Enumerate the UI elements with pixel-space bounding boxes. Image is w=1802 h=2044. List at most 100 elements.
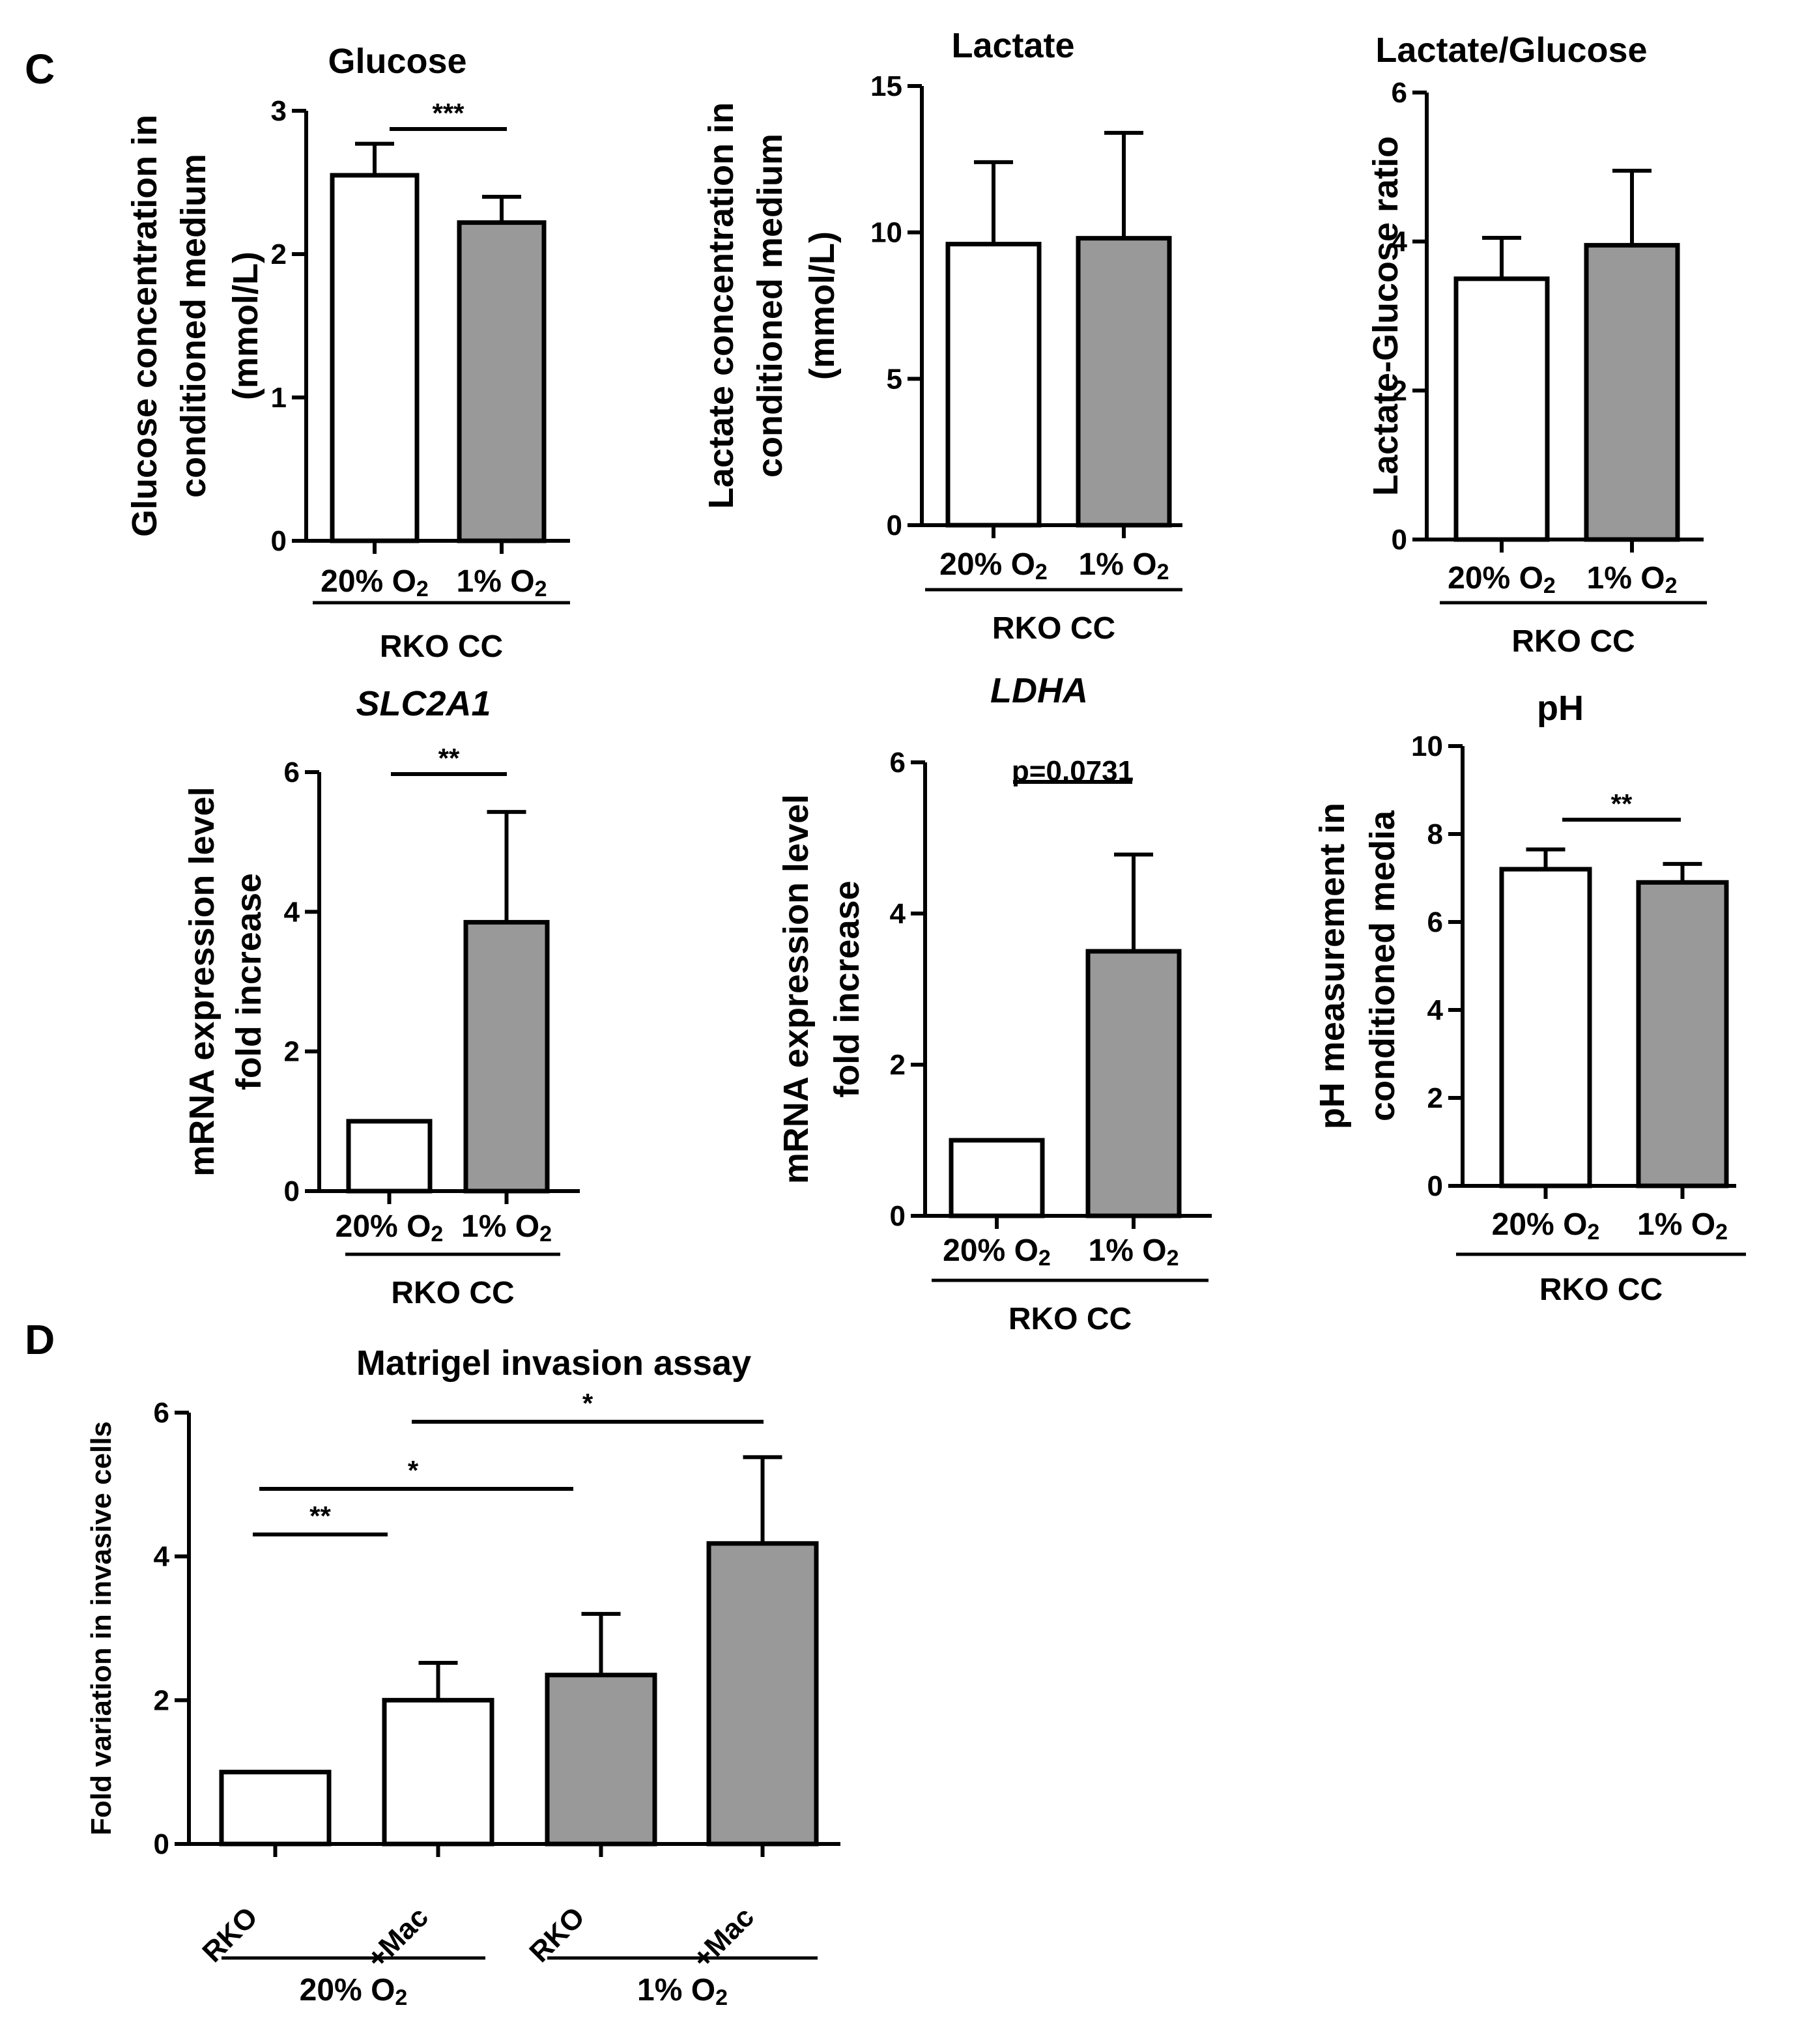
y-tick-label-slc2a1-1: 2	[284, 1036, 300, 1068]
chart-ratio: Lactate/Glucose 0 2 4 6 Lactate-Glucose ratio…	[1366, 31, 1707, 659]
y-tick-label-matrigel-2: 4	[154, 1541, 170, 1573]
chart-lactate: Lactate 0 5 10 15 Lactate concentration in con…	[702, 26, 1182, 646]
y-tick-label-ph-5: 10	[1411, 730, 1443, 762]
chart-ldha: LDHA 0 2 4 6 mRNA expression level fold increa…	[777, 671, 1212, 1336]
x-tick-label-ratio-0: 20% O2	[1448, 561, 1556, 598]
chart-title-matrigel: Matrigel invasion assay	[356, 1344, 751, 1383]
chart-title-ratio: Lactate/Glucose	[1375, 31, 1647, 70]
chart-title-slc2a1: SLC2A1	[356, 684, 491, 723]
bar-matrigel-1	[382, 1697, 494, 1847]
chart-title-ldha: LDHA	[990, 671, 1088, 710]
group-label-lactate: RKO CC	[992, 611, 1115, 646]
y-tick-label-glucose-3: 3	[271, 95, 287, 127]
x-tick-label-slc2a1-0: 20% O2	[336, 1209, 444, 1246]
y-label-glucose-1: conditioned medium	[174, 154, 213, 498]
y-tick-label-ratio-3: 6	[1392, 77, 1407, 109]
sig-label-ldha-0: p=0.0731	[1012, 755, 1134, 787]
x-tick-label-lactate-0: 20% O2	[939, 547, 1048, 584]
group-label-ph: RKO CC	[1539, 1273, 1663, 1307]
y-tick-label-ph-2: 4	[1427, 994, 1444, 1026]
y-tick-label-ratio-2: 4	[1392, 226, 1408, 258]
y-tick-label-lactate-1: 5	[887, 363, 902, 395]
chart-slc2a1: SLC2A1 0 2 4 6 mRNA expression level fold incr…	[182, 684, 580, 1310]
sig-label-slc2a1-0: **	[438, 743, 460, 773]
y-tick-label-ph-1: 2	[1427, 1082, 1443, 1114]
x-tick-label-ldha-1: 1% O2	[1089, 1233, 1179, 1271]
sig-label-matrigel-0: **	[309, 1501, 331, 1531]
x-tick-label-ldha-0: 20% O2	[943, 1233, 1051, 1271]
y-tick-label-lactate-2: 10	[870, 217, 902, 249]
group-label-ratio: RKO CC	[1511, 624, 1635, 659]
panel-label-d: D	[25, 1316, 55, 1363]
y-tick-label-matrigel-3: 6	[154, 1397, 169, 1429]
bar-ph-0	[1499, 867, 1592, 1188]
x-tick-label-ph-1: 1% O2	[1637, 1207, 1728, 1245]
group-label-ldha: RKO CC	[1008, 1302, 1132, 1336]
bar-ph-1	[1636, 880, 1729, 1188]
group-label-matrigel-0: 20% O2	[300, 1973, 408, 2010]
bar-slc2a1-1	[463, 919, 550, 1194]
y-tick-label-glucose-1: 1	[271, 382, 287, 414]
bar-ldha-0	[949, 1138, 1045, 1218]
chart-glucose: Glucose 0 1 2 3 Glucose concentration in condi…	[125, 42, 570, 664]
x-tick-label-matrigel-1: +Mac	[361, 1901, 435, 1974]
bar-slc2a1-0	[346, 1119, 433, 1194]
y-tick-label-ldha-2: 4	[890, 898, 906, 930]
y-tick-label-slc2a1-3: 6	[284, 756, 300, 788]
group-label-matrigel-1: 1% O2	[637, 1973, 728, 2010]
y-tick-label-ldha-0: 0	[890, 1200, 906, 1232]
y-tick-label-glucose-0: 0	[271, 525, 287, 557]
chart-title-ph: pH	[1537, 689, 1584, 728]
group-label-glucose: RKO CC	[380, 629, 503, 664]
y-tick-label-ldha-1: 2	[890, 1049, 906, 1081]
y-tick-label-lactate-3: 15	[870, 70, 902, 102]
x-tick-label-ph-0: 20% O2	[1492, 1207, 1600, 1245]
y-label-ph-0: pH measurement in	[1313, 803, 1352, 1129]
y-label-ratio-0: Lactate-Glucose ratio	[1366, 136, 1405, 496]
x-tick-label-lactate-1: 1% O2	[1079, 547, 1169, 584]
y-tick-label-ph-0: 0	[1427, 1170, 1443, 1202]
bar-matrigel-3	[706, 1541, 819, 1847]
y-label-ph-1: conditioned media	[1363, 810, 1402, 1121]
sig-label-matrigel-2: *	[582, 1388, 594, 1418]
y-tick-label-ratio-1: 2	[1392, 375, 1407, 407]
x-tick-label-ratio-1: 1% O2	[1587, 561, 1678, 598]
x-tick-label-glucose-1: 1% O2	[457, 564, 547, 601]
y-label-lactate-0: Lactate concentration in	[702, 102, 741, 509]
y-label-lactate-1: conditioned medium	[751, 134, 790, 478]
bar-ratio-1	[1584, 242, 1680, 542]
y-label-slc2a1-1: fold increase	[229, 873, 268, 1090]
y-tick-label-matrigel-1: 2	[154, 1684, 169, 1716]
y-tick-label-ph-3: 6	[1427, 906, 1443, 938]
y-tick-label-slc2a1-0: 0	[284, 1175, 300, 1207]
y-label-ldha-1: fold increase	[827, 880, 866, 1097]
y-label-glucose-0: Glucose concentration in	[125, 115, 164, 537]
bar-ldha-1	[1085, 949, 1182, 1218]
y-label-matrigel-0: Fold variation in invasive cells	[85, 1421, 117, 1835]
bar-matrigel-0	[219, 1770, 332, 1847]
y-tick-label-glucose-2: 2	[271, 238, 287, 270]
group-label-slc2a1: RKO CC	[391, 1276, 514, 1310]
y-label-lactate-2: (mmol/L)	[803, 231, 842, 380]
y-label-glucose-2: (mmol/L)	[226, 252, 265, 400]
sig-label-ph-0: **	[1611, 788, 1633, 819]
y-label-ldha-0: mRNA expression level	[777, 794, 816, 1184]
panel-label-c: C	[25, 46, 55, 93]
y-tick-label-lactate-0: 0	[887, 510, 902, 541]
x-tick-label-slc2a1-1: 1% O2	[461, 1209, 552, 1246]
x-tick-label-matrigel-3: +Mac	[687, 1901, 760, 1974]
y-tick-label-slc2a1-2: 4	[284, 896, 300, 928]
bar-glucose-0	[330, 173, 420, 543]
chart-ph: pH 0 2 4 6 8 10 pH measurement in conditioned me…	[1313, 689, 1746, 1307]
y-tick-label-ph-4: 8	[1427, 818, 1443, 850]
bar-matrigel-2	[545, 1673, 657, 1847]
y-tick-label-ratio-0: 0	[1392, 524, 1407, 556]
sig-label-glucose-0: ***	[432, 98, 465, 128]
y-tick-label-ldha-3: 6	[890, 747, 906, 779]
x-tick-label-glucose-0: 20% O2	[321, 564, 429, 601]
bar-lactate-0	[945, 242, 1042, 528]
bar-ratio-0	[1453, 276, 1550, 542]
y-tick-label-matrigel-0: 0	[154, 1828, 169, 1860]
